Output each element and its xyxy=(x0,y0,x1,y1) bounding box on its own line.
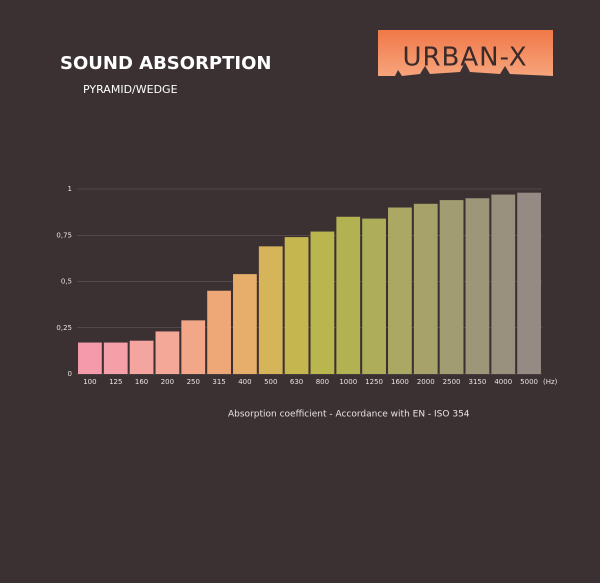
bar xyxy=(207,290,231,374)
bar xyxy=(388,207,412,374)
bar xyxy=(181,320,206,374)
x-tick-label: 630 xyxy=(290,378,303,386)
x-tick-label: 1250 xyxy=(365,378,383,386)
x-tick-label: 160 xyxy=(135,378,148,386)
x-tick-label: 2000 xyxy=(417,378,435,386)
bar xyxy=(103,342,128,374)
bar xyxy=(413,203,438,374)
x-tick-label: 1000 xyxy=(339,378,357,386)
chart-subtitle: PYRAMID/WEDGE xyxy=(83,83,178,96)
x-tick-label: 4000 xyxy=(494,378,512,386)
x-tick-label: 1600 xyxy=(391,378,409,386)
x-tick-label: 3150 xyxy=(469,378,487,386)
bar xyxy=(129,340,154,374)
x-tick-label: 315 xyxy=(212,378,225,386)
bar xyxy=(78,342,102,374)
bar xyxy=(284,237,309,374)
y-tick-label: 1 xyxy=(68,185,72,193)
x-tick-label: 2500 xyxy=(443,378,461,386)
logo-skyline xyxy=(378,62,553,88)
y-tick-label: 0,75 xyxy=(56,231,72,239)
bar xyxy=(491,194,516,374)
x-tick-label: 500 xyxy=(264,378,277,386)
bar xyxy=(439,200,464,374)
legend-label: Absorption coefficient - Accordance with… xyxy=(228,410,470,420)
x-tick-label: 200 xyxy=(161,378,174,386)
bar xyxy=(233,274,257,374)
logo-text: URBAN-X xyxy=(402,43,527,73)
y-tick-label: 0,5 xyxy=(61,278,72,286)
bar xyxy=(517,192,541,374)
x-unit-label: (Hz) xyxy=(543,378,558,386)
y-tick-label: 0 xyxy=(68,370,72,378)
bar xyxy=(465,198,490,374)
bar xyxy=(336,216,361,374)
x-tick-label: 250 xyxy=(187,378,200,386)
x-tick-label: 100 xyxy=(83,378,96,386)
x-tick-label: 800 xyxy=(316,378,329,386)
bar xyxy=(258,246,283,374)
bar xyxy=(310,231,335,374)
bar xyxy=(155,331,180,374)
chart-title: SOUND ABSORPTION xyxy=(60,53,271,74)
bar xyxy=(362,218,386,374)
y-tick-label: 0,25 xyxy=(56,324,72,332)
x-tick-label: 5000 xyxy=(520,378,538,386)
x-tick-label: 400 xyxy=(238,378,251,386)
x-tick-label: 125 xyxy=(109,378,122,386)
